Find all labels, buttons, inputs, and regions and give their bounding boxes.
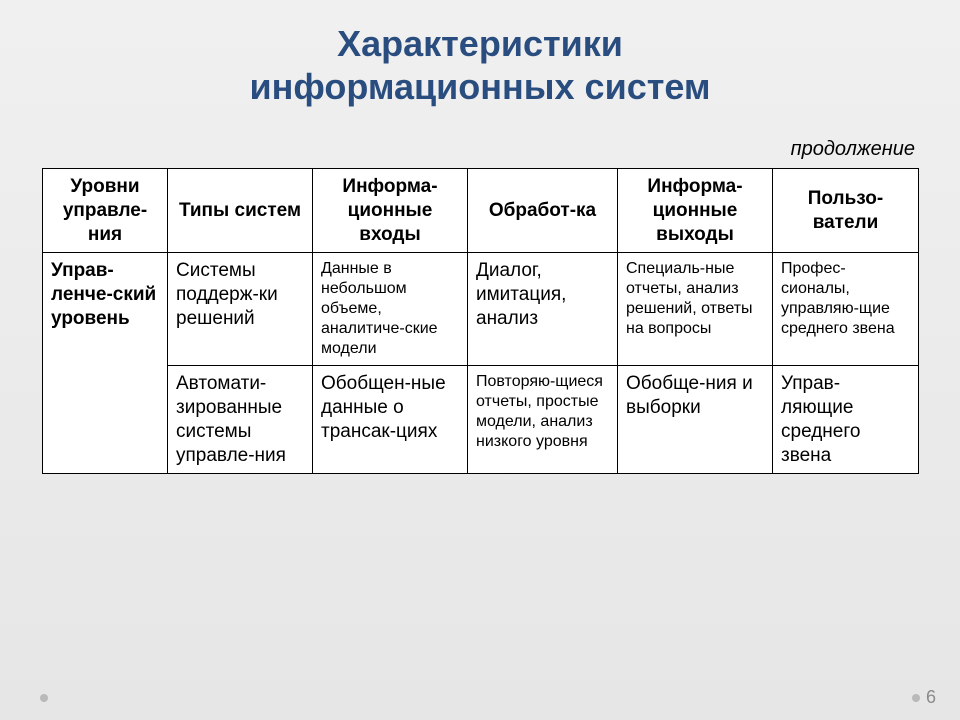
col-header-process: Обработ-ка [468,169,618,253]
table-row: Управ-ленче-ский уровень Системы поддерж… [43,253,919,366]
table-header-row: Уровни управле-ния Типы систем Информа-ц… [43,169,919,253]
col-header-types: Типы систем [168,169,313,253]
slide-title: Характеристики информационных систем [0,0,960,108]
cell-r2-inputs: Обобщен-ные данные о трансак-циях [313,366,468,474]
cell-r1-outputs: Специаль-ные отчеты, анализ решений, отв… [618,253,773,366]
cell-r1-inputs: Данные в небольшом объеме, аналитиче-ски… [313,253,468,366]
table-row: Автомати-зированные системы управле-ния … [43,366,919,474]
col-header-inputs: Информа-ционные входы [313,169,468,253]
slide: Характеристики информационных систем про… [0,0,960,720]
page-number: 6 [926,687,936,708]
characteristics-table: Уровни управле-ния Типы систем Информа-ц… [42,168,919,474]
cell-r2-users: Управ-ляющие среднего звена [773,366,919,474]
col-header-users: Пользо-ватели [773,169,919,253]
col-header-levels: Уровни управле-ния [43,169,168,253]
row-header-management-level: Управ-ленче-ский уровень [43,253,168,474]
continuation-label: продолжение [791,138,915,161]
cell-r2-outputs: Обобще-ния и выборки [618,366,773,474]
cell-r2-process: Повторяю-щиеся отчеты, простые модели, а… [468,366,618,474]
title-line-1: Характеристики [337,23,623,64]
decorative-dot-icon [40,694,48,702]
decorative-dot-icon [912,694,920,702]
title-line-2: информационных систем [249,66,710,107]
cell-r1-types: Системы поддерж-ки решений [168,253,313,366]
cell-r1-process: Диалог, имитация, анализ [468,253,618,366]
cell-r2-types: Автомати-зированные системы управле-ния [168,366,313,474]
cell-r1-users: Профес-сионалы, управляю-щие среднего зв… [773,253,919,366]
col-header-outputs: Информа-ционные выходы [618,169,773,253]
